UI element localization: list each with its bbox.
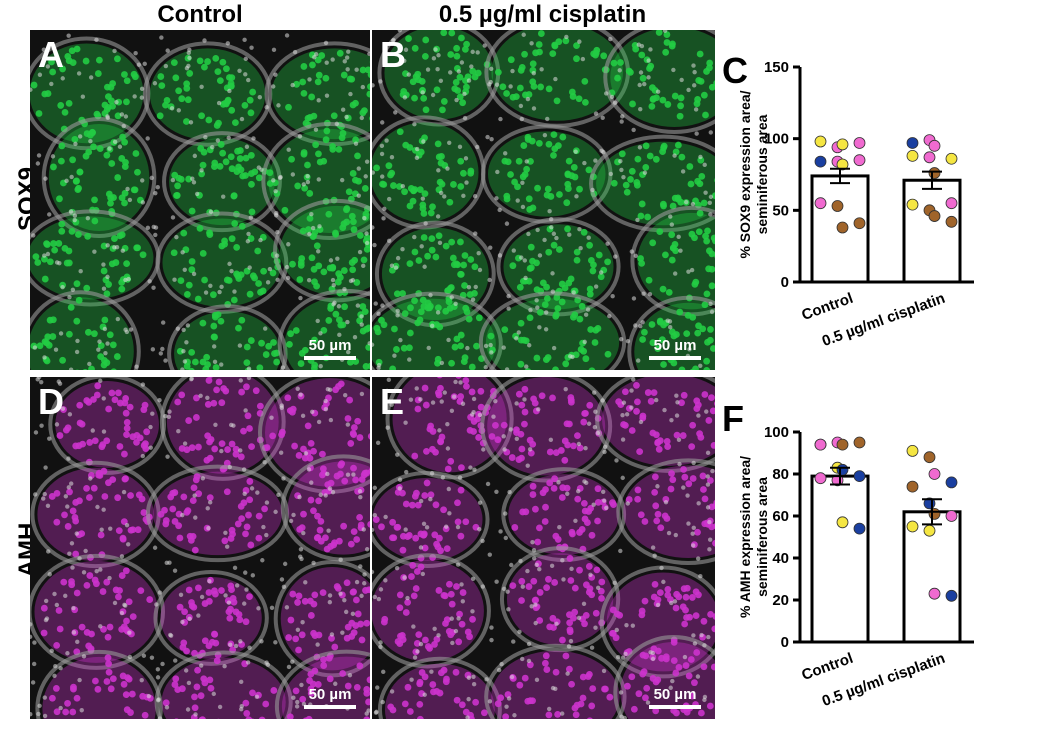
chart-f-point <box>923 524 936 537</box>
micrograph-amh-control: D 50 µm <box>30 377 370 719</box>
column-title-control: Control <box>157 1 243 28</box>
chart-f-point <box>945 510 958 522</box>
chart-f-y-tick-label: 0 <box>781 634 789 651</box>
chart-f-point <box>853 436 866 449</box>
scale-label-b: 50 µm <box>653 337 697 354</box>
chart-f-y-axis-label-line: seminiferous area <box>754 477 770 597</box>
micrograph-sox9-cisplatin: B 50 µm <box>372 30 715 370</box>
scale-bar-b: 50 µm <box>649 337 701 360</box>
chart-f-point <box>928 468 941 480</box>
chart-c-point <box>906 149 919 162</box>
chart-f-point <box>853 470 866 482</box>
panel-letter-a: A <box>38 34 64 75</box>
panel-letter-c: C <box>722 50 748 91</box>
chart-c-point <box>836 138 849 151</box>
chart-f-y-tick-label: 80 <box>772 466 789 483</box>
chart-c-x-tick-label-0: Control <box>799 290 855 324</box>
panel-letter-b: B <box>380 34 406 75</box>
chart-c-y-axis-label-line: seminiferous area <box>754 114 770 234</box>
panel-letter-f: F <box>722 398 744 439</box>
chart-c-point <box>831 200 844 212</box>
scale-label-a: 50 µm <box>308 337 352 354</box>
chart-f-y-axis-label-line: % AMH expression area/ <box>737 456 753 618</box>
chart-c-point <box>853 137 866 149</box>
chart-c-point <box>814 197 827 210</box>
chart-c-point <box>928 210 941 222</box>
panel-letter-d: D <box>38 381 64 422</box>
micrograph-sox9-control: A 50 µm <box>30 30 370 370</box>
chart-f-y-tick-label: 40 <box>772 550 789 567</box>
chart-f-y-tick-label: 20 <box>772 592 789 609</box>
micrograph-amh-cisplatin: E 50 µm <box>372 377 715 719</box>
chart-c-point <box>836 158 849 171</box>
chart-f-point <box>906 520 919 533</box>
chart-f-point <box>814 438 827 451</box>
chart-c-point <box>853 154 866 167</box>
chart-f-point <box>836 438 849 451</box>
chart-f-x-tick-label-0: Control <box>799 650 855 684</box>
chart-c-point <box>923 151 936 164</box>
chart-f-point <box>928 508 941 520</box>
chart-f-point <box>928 587 941 600</box>
chart-c-y-axis-label-line: % SOX9 expression area/ <box>737 90 753 258</box>
column-title-cisplatin: 0.5 µg/ml cisplatin <box>438 1 647 28</box>
scale-label-e: 50 µm <box>653 686 697 703</box>
chart-c-y-tick-label: 0 <box>781 274 789 291</box>
chart-f-point <box>853 522 866 535</box>
chart-f-point <box>945 589 958 602</box>
chart-c-y-tick-label: 150 <box>764 59 789 76</box>
chart-f-y-axis-label: % AMH expression area/seminiferous area <box>737 456 770 618</box>
chart-f-point <box>836 516 849 529</box>
chart-f-point <box>923 451 936 464</box>
chart-f-y-tick-label: 60 <box>772 508 789 525</box>
chart-c-y-tick-label: 50 <box>772 202 789 219</box>
scale-label-d: 50 µm <box>308 686 352 703</box>
chart-c-point <box>853 217 866 230</box>
chart-f-point <box>945 476 958 489</box>
chart-c-point <box>814 155 827 168</box>
panel-letter-e: E <box>380 381 405 422</box>
chart-f-bar-0 <box>810 474 870 644</box>
chart-f-point <box>814 472 827 485</box>
chart-c-point <box>945 152 958 165</box>
chart-c-point <box>928 139 941 152</box>
chart-amh: % AMH expression area/seminiferous area 0… <box>737 424 974 710</box>
chart-c-point <box>836 221 849 234</box>
chart-f-point <box>906 480 919 493</box>
chart-c-bar-1 <box>902 178 962 284</box>
scale-bar-a: 50 µm <box>304 337 356 360</box>
chart-sox9: % SOX9 expression area/seminiferous area… <box>737 59 974 350</box>
chart-c-point <box>945 215 958 228</box>
chart-c-y-axis-label: % SOX9 expression area/seminiferous area <box>737 90 770 258</box>
chart-f-point <box>836 463 849 476</box>
scale-bar-d: 50 µm <box>304 686 356 709</box>
chart-c-point <box>814 135 827 148</box>
chart-c-point <box>928 167 941 179</box>
chart-c-point <box>906 137 919 149</box>
chart-f-y-tick-label: 100 <box>764 424 789 441</box>
chart-c-y-tick-label: 100 <box>764 131 789 148</box>
chart-c-point <box>945 197 958 210</box>
scale-bar-e: 50 µm <box>649 686 701 709</box>
chart-f-point <box>906 445 919 457</box>
chart-c-point <box>906 198 919 211</box>
